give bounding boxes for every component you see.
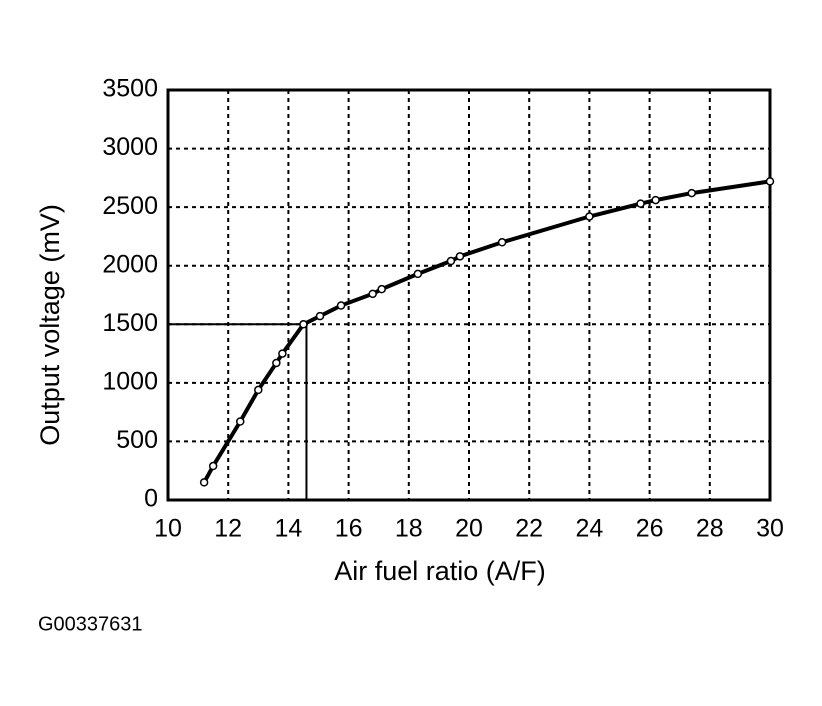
y-tick-label: 1000 xyxy=(102,367,158,395)
x-tick-label: 12 xyxy=(214,515,242,543)
figure-code: G00337631 xyxy=(38,613,143,635)
y-tick-label: 0 xyxy=(144,485,158,513)
y-tick-label: 3500 xyxy=(102,75,158,103)
data-point xyxy=(315,311,325,321)
data-point xyxy=(765,177,775,186)
data-point xyxy=(199,478,209,487)
y-tick-label: 3000 xyxy=(102,133,158,161)
x-axis-label: Air fuel ratio (A/F) xyxy=(334,556,546,586)
data-point xyxy=(299,320,308,329)
x-tick-label: 22 xyxy=(515,515,543,543)
y-tick-label: 500 xyxy=(116,426,158,454)
data-point xyxy=(278,349,287,358)
x-tick-label: 24 xyxy=(575,515,603,543)
y-axis-label: Output voltage (mV) xyxy=(35,204,65,446)
data-point xyxy=(254,385,263,395)
x-tick-label: 10 xyxy=(154,515,182,543)
data-point xyxy=(413,269,423,279)
data-point xyxy=(636,199,645,208)
data-point xyxy=(377,284,386,294)
data-point xyxy=(336,301,346,310)
x-tick-label: 18 xyxy=(395,515,423,543)
data-line xyxy=(202,179,771,484)
data-point xyxy=(272,358,281,368)
x-tick-label: 16 xyxy=(335,515,363,543)
data-point xyxy=(368,289,377,299)
x-tick-label: 20 xyxy=(455,515,483,543)
y-tick-label: 2000 xyxy=(102,250,158,278)
data-point xyxy=(497,238,507,247)
data-point xyxy=(651,195,660,205)
data-point xyxy=(585,212,594,221)
y-tick-label: 2500 xyxy=(102,192,158,220)
x-tick-label: 14 xyxy=(274,515,302,543)
data-point xyxy=(208,461,218,471)
plot-frame xyxy=(166,88,772,502)
x-tick-label: 28 xyxy=(696,515,724,543)
data-point xyxy=(235,417,245,426)
x-tick-label: 26 xyxy=(636,515,664,543)
x-tick-label: 30 xyxy=(756,515,784,543)
data-point xyxy=(687,188,696,198)
data-point xyxy=(455,252,465,261)
y-tick-label: 1500 xyxy=(102,309,158,337)
data-point xyxy=(446,256,456,266)
